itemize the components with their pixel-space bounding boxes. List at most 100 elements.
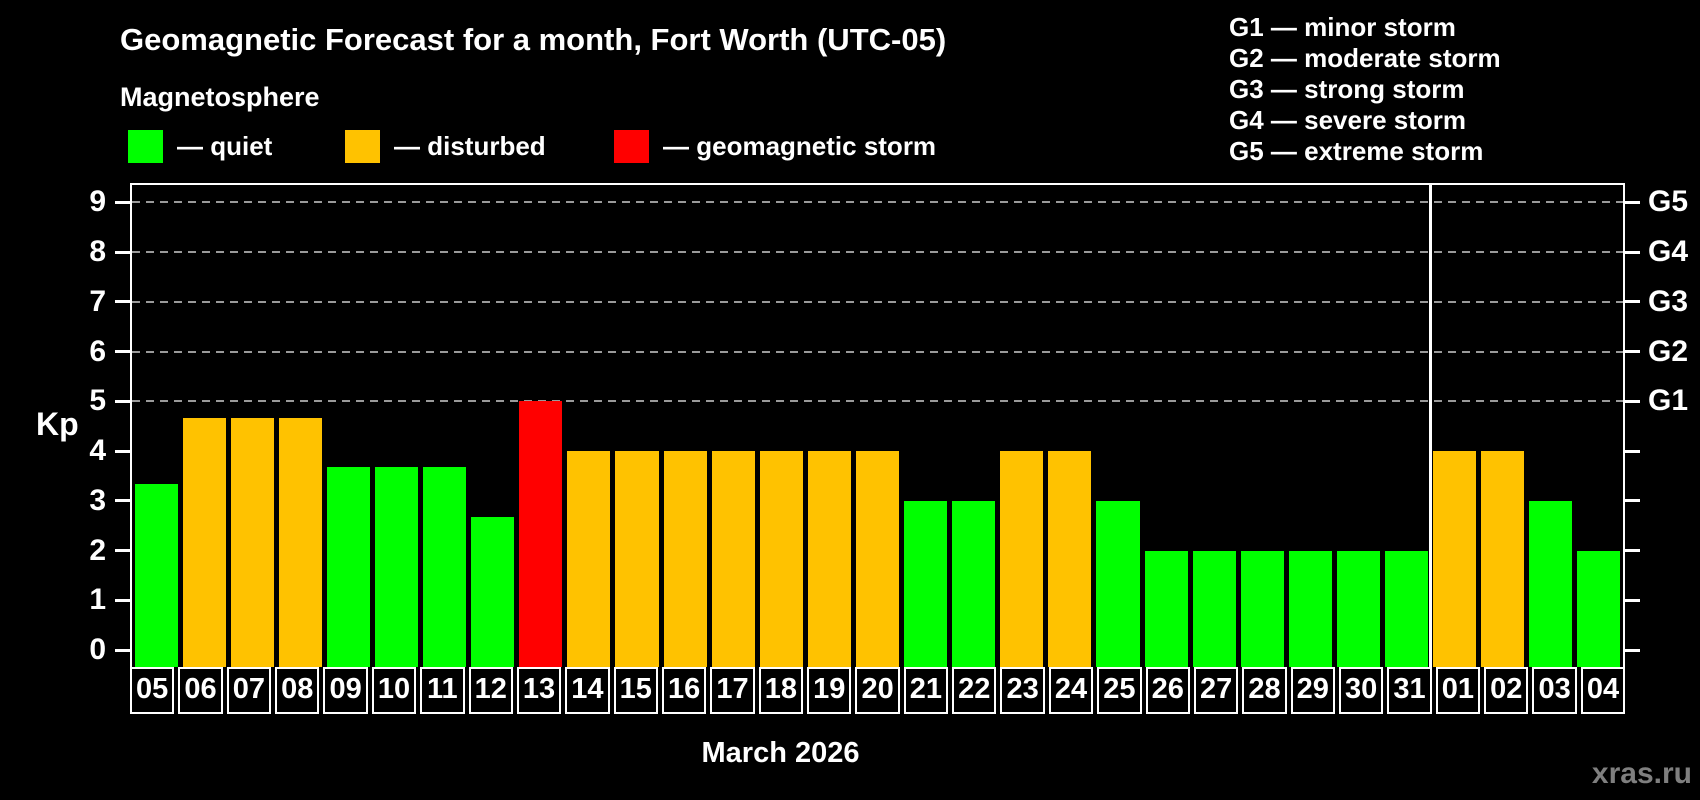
y-tick-left-6 — [115, 350, 130, 353]
day-label-cell-18: 18 — [758, 667, 804, 714]
right-axis-label-g5: G5 — [1648, 185, 1689, 219]
legend-swatch-storm-icon — [614, 130, 649, 163]
day-label-cell-19: 19 — [807, 667, 852, 714]
bar-day-26 — [1144, 550, 1188, 667]
y-tick-right-1 — [1625, 598, 1640, 602]
gridline-kp5 — [132, 400, 1623, 403]
day-label-cell-26: 26 — [1145, 667, 1190, 714]
bar-day-10 — [374, 467, 419, 667]
month-label: March 2026 — [701, 737, 860, 769]
day-label-cell-01: 01 — [1435, 667, 1481, 714]
y-tick-label-1: 1 — [89, 583, 106, 617]
bar-day-24 — [1048, 451, 1092, 667]
y-tick-label-9: 9 — [89, 185, 106, 219]
gridline-kp7 — [132, 300, 1623, 303]
bar-day-15 — [615, 451, 659, 667]
day-label-cell-13: 13 — [516, 667, 562, 714]
day-label-cell-02: 02 — [1484, 667, 1529, 714]
day-label-cell-30: 30 — [1338, 667, 1384, 714]
bar-day-23 — [1000, 451, 1044, 667]
bar-day-03 — [1529, 500, 1573, 667]
y-tick-right-8 — [1625, 250, 1640, 254]
legend-item-disturbed: — disturbed — [345, 130, 546, 163]
y-tick-label-5: 5 — [89, 384, 106, 418]
day-label-cell-21: 21 — [903, 667, 949, 714]
day-label-cell-03: 03 — [1532, 667, 1577, 714]
y-tick-label-8: 8 — [89, 235, 106, 268]
bar-day-16 — [663, 451, 707, 667]
right-axis-label-g3: G3 — [1648, 284, 1689, 318]
y-tick-left-2 — [115, 549, 130, 552]
y-tick-left-5 — [115, 399, 130, 403]
page-title: Geomagnetic Forecast for a month, Fort W… — [120, 22, 947, 57]
plot-area — [130, 183, 1625, 667]
day-label-cell-12: 12 — [468, 667, 513, 714]
bar-day-05 — [134, 484, 178, 667]
y-tick-right-9 — [1625, 200, 1640, 204]
bar-day-25 — [1096, 500, 1140, 667]
day-label-cell-28: 28 — [1242, 667, 1287, 714]
legend-item-quiet: — quiet — [128, 130, 272, 163]
gridline-kp9 — [132, 201, 1623, 204]
day-label-cell-31: 31 — [1387, 667, 1432, 714]
bar-day-04 — [1577, 550, 1621, 667]
gridline-kp8 — [132, 251, 1623, 253]
y-tick-label-7: 7 — [89, 284, 106, 318]
y-tick-right-6 — [1625, 350, 1640, 353]
y-tick-left-7 — [115, 300, 130, 304]
bar-day-12 — [471, 517, 515, 667]
bar-day-27 — [1192, 550, 1236, 667]
y-axis-label: Kp — [36, 406, 79, 442]
bar-day-11 — [423, 467, 467, 667]
bar-day-08 — [278, 417, 322, 667]
bar-day-30 — [1336, 550, 1380, 667]
bar-day-20 — [855, 451, 900, 667]
subtitle-magnetosphere: Magnetosphere — [120, 82, 320, 112]
bar-day-28 — [1240, 550, 1284, 667]
y-tick-left-4 — [115, 449, 130, 453]
bar-day-07 — [230, 417, 274, 667]
day-label-cell-06: 06 — [178, 667, 223, 714]
bar-day-14 — [567, 451, 611, 667]
storm-scale-line-g2: G2 — moderate storm — [1229, 43, 1501, 73]
y-tick-left-0 — [115, 648, 130, 652]
day-label-cell-07: 07 — [226, 667, 272, 714]
y-tick-left-9 — [115, 200, 130, 204]
legend-swatch-quiet-icon — [128, 130, 163, 163]
y-tick-right-3 — [1625, 499, 1640, 503]
y-tick-right-4 — [1625, 449, 1640, 453]
storm-scale-legend: G1 — minor storm G2 — moderate storm G3 — … — [1229, 12, 1501, 167]
day-label-cell-04: 04 — [1580, 667, 1626, 714]
day-label-cell-27: 27 — [1193, 667, 1239, 714]
x-axis-day-labels: 05 06 07 08 09 10 11 12 13 14 15 16 17 18 19 20 21 22 23 24… — [130, 667, 1626, 714]
gridline-kp6 — [132, 350, 1623, 353]
day-label-cell-25: 25 — [1097, 667, 1142, 714]
storm-scale-line-g1: G1 — minor storm — [1229, 12, 1456, 42]
right-axis-label-g2: G2 — [1648, 334, 1689, 368]
y-tick-label-0: 0 — [89, 633, 106, 666]
day-label-cell-10: 10 — [371, 667, 417, 714]
bar-day-17 — [711, 451, 755, 667]
bar-day-29 — [1288, 550, 1332, 667]
y-tick-right-7 — [1625, 300, 1640, 304]
bar-day-31 — [1385, 550, 1429, 667]
day-label-cell-23: 23 — [1000, 667, 1045, 714]
legend-item-storm: — geomagnetic storm — [614, 130, 936, 163]
day-label-cell-11: 11 — [420, 667, 465, 714]
bar-day-09 — [326, 467, 370, 667]
legend-label: — disturbed — [394, 131, 546, 161]
y-tick-label-3: 3 — [89, 483, 106, 517]
day-label-cell-05: 05 — [130, 667, 175, 714]
day-label-cell-16: 16 — [661, 667, 707, 714]
day-label-cell-22: 22 — [952, 667, 997, 714]
right-axis-label-g4: G4 — [1648, 235, 1689, 268]
day-label-cell-24: 24 — [1048, 667, 1094, 714]
day-label-cell-14: 14 — [565, 667, 610, 714]
storm-scale-line-g5: G5 — extreme storm — [1229, 136, 1484, 166]
y-tick-left-3 — [115, 499, 130, 503]
y-tick-right-0 — [1625, 648, 1640, 652]
day-label-cell-20: 20 — [855, 667, 900, 714]
day-label-cell-17: 17 — [710, 667, 755, 714]
bar-day-01 — [1433, 451, 1477, 667]
